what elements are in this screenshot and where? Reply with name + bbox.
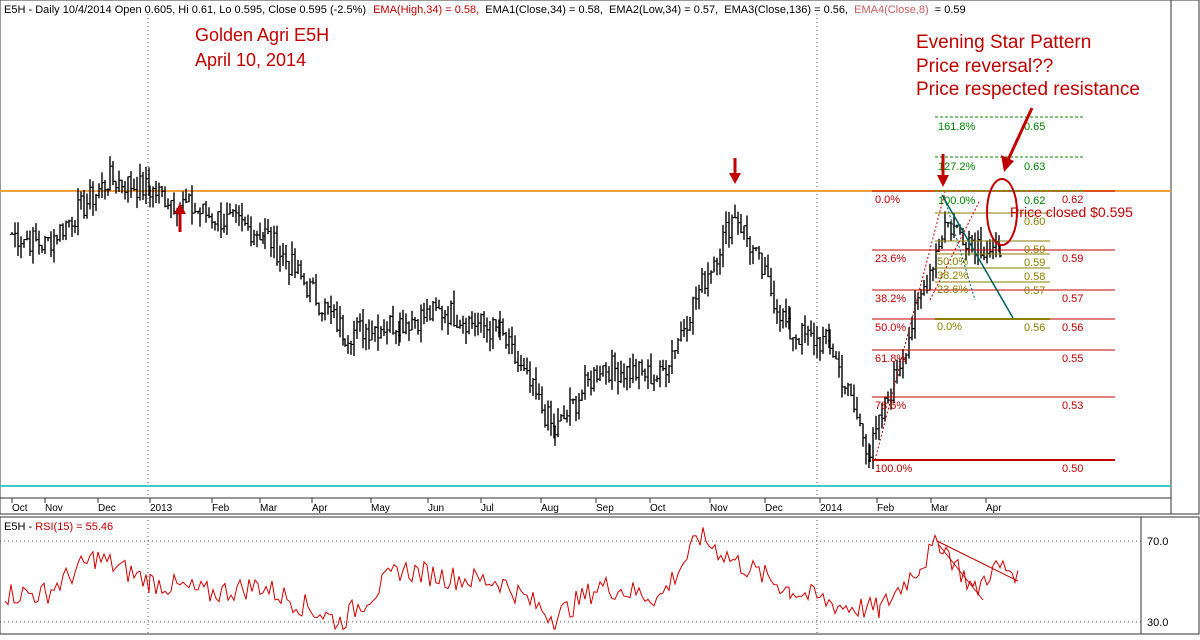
up-arrow-jan-2013 (174, 203, 186, 232)
date-tick-label: Sep (596, 503, 614, 514)
fib-ext-label: 127.2% (938, 161, 976, 173)
fib-minor-price: 0.57 (1024, 285, 1045, 297)
header-meta: Daily 10/4/2014 Open 0.605, Hi 0.61, Lo … (35, 4, 366, 16)
trend-line-down (941, 194, 1014, 319)
fib-major-label: 0.0% (875, 194, 900, 206)
fib-retracement-minor: 0.60 0.59 50.0% 0.59 38.2% 0.58 23.6% 0.57 0.0% 0… (935, 212, 1050, 334)
date-axis: Oct Nov Dec 2013 Feb Mar Apr May Jun Jul Aug Sep Oct… (11, 498, 1002, 514)
rsi-tick-70: 70.0 (1147, 536, 1168, 548)
date-tick-label: Nov (710, 503, 728, 514)
fib-major-label: 100.0% (875, 463, 913, 475)
date-tick-label: Feb (212, 503, 230, 514)
annotation-date: April 10, 2014 (195, 50, 306, 70)
rsi-header: E5H - RSI(15) = 55.46 (4, 521, 113, 533)
fib-major-label: 61.8% (875, 353, 906, 365)
date-tick-label: 2013 (150, 503, 173, 514)
fib-minor-price: 0.59 (1024, 244, 1045, 256)
price-axis-strip (1170, 0, 1200, 515)
rsi-panel-frame (0, 516, 1200, 635)
down-arrow-nov-2013 (729, 158, 741, 184)
date-tick-label: Jul (481, 503, 494, 514)
chart-header: E5H - Daily 10/4/2014 Open 0.605, Hi 0.6… (4, 4, 966, 16)
fib-major-price: 0.59 (1062, 253, 1083, 265)
fib-major-label: 23.6% (875, 253, 906, 265)
header-ema2: EMA2(Low,34) = 0.57, (609, 4, 718, 16)
rsi-header-ticker: E5H (4, 521, 25, 533)
fib-ext-price: 0.65 (1024, 121, 1045, 133)
fib-major-label: 78.6% (875, 400, 906, 412)
fib-minor-label: 38.2% (937, 270, 968, 282)
fib-major-price: 0.62 (1062, 194, 1083, 206)
date-tick-label: Apr (986, 503, 1002, 514)
date-tick-label: Nov (45, 503, 63, 514)
fib-diagonal-1 (929, 199, 981, 301)
fib-minor-price: 0.58 (1024, 271, 1045, 283)
annotation-price-closed: Price closed $0.595 (1010, 204, 1133, 220)
date-tick-label: Feb (877, 503, 895, 514)
rsi-series-line (4, 527, 1019, 631)
header-ema-high: EMA(High,34) = 0.58, (373, 4, 479, 16)
date-tick-label: Dec (765, 503, 783, 514)
rsi-trend-line-1 (936, 540, 1019, 582)
fib-major-price: 0.55 (1062, 353, 1083, 365)
fib-retracement-major: 0.0% 0.62 23.6% 0.59 38.2% 0.57 50.0% 0.56 61.8%… (872, 190, 1115, 475)
rsi-trend-line-2 (938, 544, 984, 601)
fib-major-price: 0.57 (1062, 293, 1083, 305)
fib-major-price: 0.50 (1062, 463, 1083, 475)
fib-minor-price: 0.60 (1024, 216, 1045, 228)
evening-star-circle (986, 178, 1018, 246)
header-ema4-value: = 0.59 (935, 4, 966, 16)
fib-ext-price: 0.63 (1024, 161, 1045, 173)
header-ema4: EMA4(Close,8) (854, 4, 929, 16)
fib-minor-price: 0.59 (1024, 257, 1045, 269)
down-arrow-mar-2014 (937, 154, 949, 187)
rsi-header-label: RSI(15) = 55.46 (35, 521, 113, 533)
pointer-arrow-evening-star (1001, 107, 1034, 172)
fib-major-price: 0.56 (1062, 322, 1083, 334)
header-ticker: E5H (4, 4, 25, 16)
fib-minor-label: 0.0% (937, 321, 962, 333)
date-tick-label: Dec (98, 503, 116, 514)
date-tick-label: Mar (931, 503, 949, 514)
date-tick-label: Mar (260, 503, 278, 514)
fib-minor-label: 23.6% (937, 284, 968, 296)
fib-minor-price: 0.56 (1024, 322, 1045, 334)
annotation-pattern-1: Evening Star Pattern (916, 32, 1091, 53)
rsi-tick-30: 30.0 (1147, 617, 1168, 629)
header-ema1: EMA1(Close,34) = 0.58, (485, 4, 603, 16)
date-tick-label: Oct (12, 503, 28, 514)
date-tick-label: Aug (541, 503, 559, 514)
fib-major-label: 50.0% (875, 322, 906, 334)
fib-major-price: 0.53 (1062, 400, 1083, 412)
date-tick-label: Apr (312, 503, 328, 514)
annotation-title: Golden Agri E5H (195, 25, 329, 45)
date-tick-label: Oct (650, 503, 666, 514)
date-tick-label: Jun (428, 503, 444, 514)
date-tick-label: 2014 (820, 503, 843, 514)
annotation-pattern-2: Price reversal?? (916, 56, 1053, 77)
price-panel-frame (0, 0, 1200, 515)
fib-minor-label: 50.0% (937, 256, 968, 268)
fib-ext-price: 0.62 (1024, 195, 1045, 207)
header-ema3: EMA3(Close,136) = 0.56, (724, 4, 848, 16)
annotation-pattern-3: Price respected resistance (916, 79, 1140, 100)
fib-major-label: 38.2% (875, 293, 906, 305)
fib-ext-label: 161.8% (938, 121, 976, 133)
date-tick-label: May (371, 503, 390, 514)
